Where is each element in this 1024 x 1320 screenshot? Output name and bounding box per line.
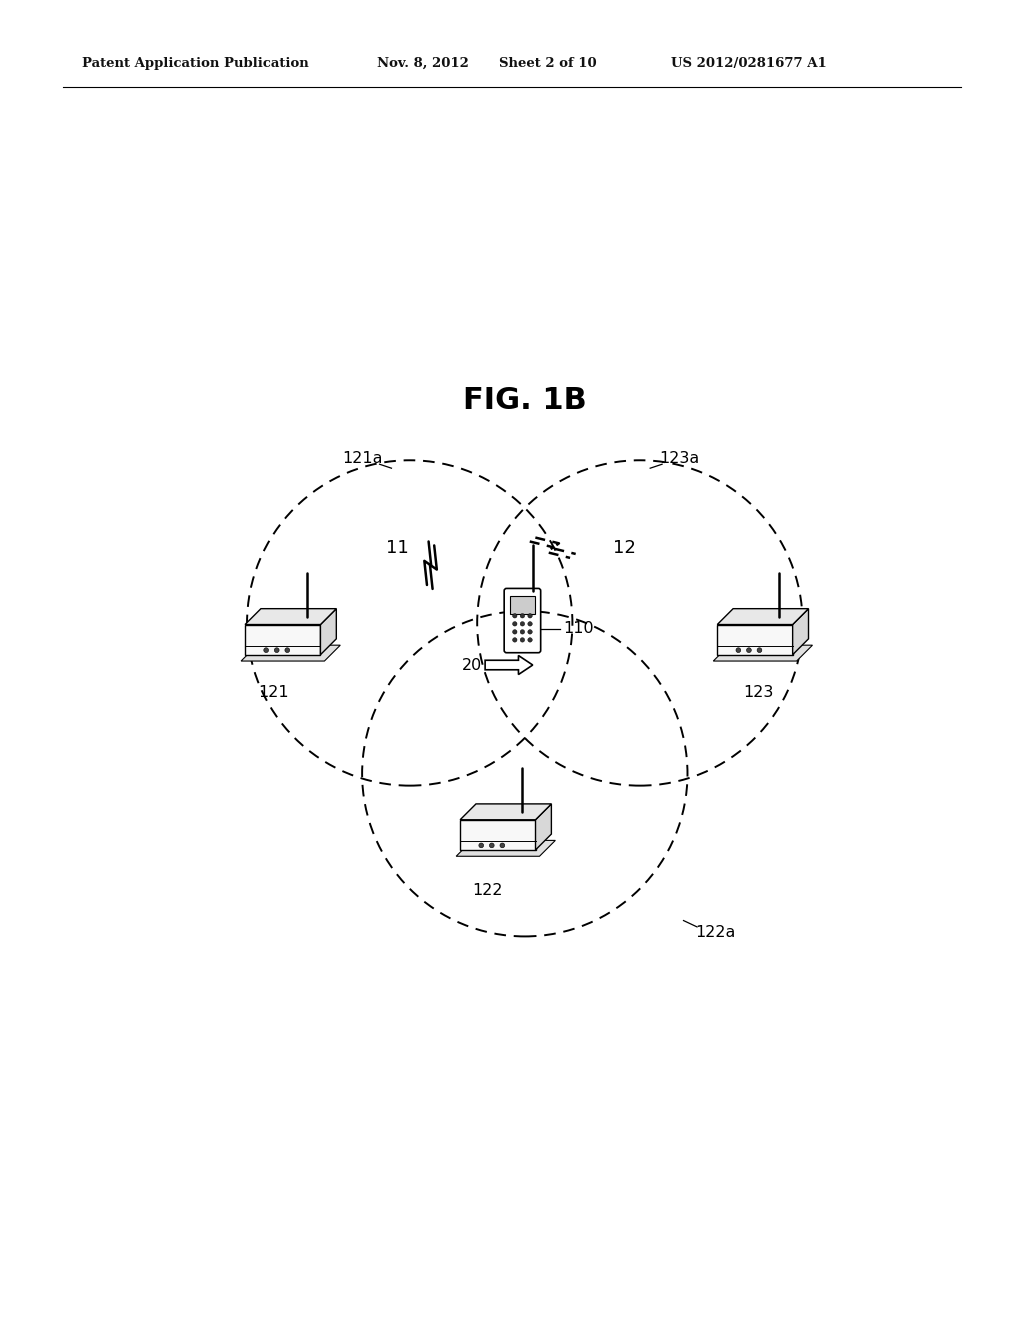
Circle shape bbox=[527, 630, 532, 634]
Polygon shape bbox=[245, 609, 336, 624]
Text: US 2012/0281677 A1: US 2012/0281677 A1 bbox=[671, 57, 826, 70]
Circle shape bbox=[520, 638, 524, 642]
FancyBboxPatch shape bbox=[460, 820, 536, 850]
Polygon shape bbox=[460, 804, 551, 820]
Polygon shape bbox=[714, 645, 812, 661]
Polygon shape bbox=[321, 609, 336, 655]
Text: 122a: 122a bbox=[695, 925, 735, 940]
Text: FIG. 1B: FIG. 1B bbox=[463, 387, 587, 416]
Circle shape bbox=[527, 614, 532, 618]
Text: 122: 122 bbox=[472, 883, 503, 898]
Text: 121: 121 bbox=[258, 685, 289, 701]
FancyBboxPatch shape bbox=[717, 624, 793, 655]
Text: Sheet 2 of 10: Sheet 2 of 10 bbox=[499, 57, 596, 70]
Circle shape bbox=[513, 622, 517, 626]
Text: 11: 11 bbox=[386, 539, 410, 557]
Circle shape bbox=[527, 622, 532, 626]
Text: 121a: 121a bbox=[342, 451, 382, 466]
Circle shape bbox=[746, 648, 752, 652]
Circle shape bbox=[500, 843, 505, 847]
Circle shape bbox=[513, 638, 517, 642]
FancyBboxPatch shape bbox=[504, 589, 541, 652]
Circle shape bbox=[264, 648, 268, 652]
Text: 123a: 123a bbox=[659, 451, 699, 466]
FancyBboxPatch shape bbox=[510, 595, 535, 614]
Circle shape bbox=[520, 630, 524, 634]
Polygon shape bbox=[241, 645, 340, 661]
Circle shape bbox=[736, 648, 740, 652]
Circle shape bbox=[479, 843, 483, 847]
Circle shape bbox=[285, 648, 290, 652]
Text: 20: 20 bbox=[462, 657, 482, 672]
FancyBboxPatch shape bbox=[245, 624, 321, 655]
Polygon shape bbox=[793, 609, 809, 655]
Circle shape bbox=[513, 614, 517, 618]
Polygon shape bbox=[717, 609, 809, 624]
Polygon shape bbox=[536, 804, 551, 850]
Text: Patent Application Publication: Patent Application Publication bbox=[82, 57, 308, 70]
Text: 110: 110 bbox=[563, 620, 594, 636]
Circle shape bbox=[520, 614, 524, 618]
Text: 12: 12 bbox=[612, 539, 636, 557]
Text: 123: 123 bbox=[743, 685, 774, 701]
Circle shape bbox=[757, 648, 762, 652]
Circle shape bbox=[489, 843, 495, 847]
Circle shape bbox=[527, 638, 532, 642]
Circle shape bbox=[274, 648, 280, 652]
Circle shape bbox=[520, 622, 524, 626]
Polygon shape bbox=[456, 841, 555, 857]
FancyArrow shape bbox=[485, 656, 532, 675]
Circle shape bbox=[513, 630, 517, 634]
Text: Nov. 8, 2012: Nov. 8, 2012 bbox=[377, 57, 469, 70]
